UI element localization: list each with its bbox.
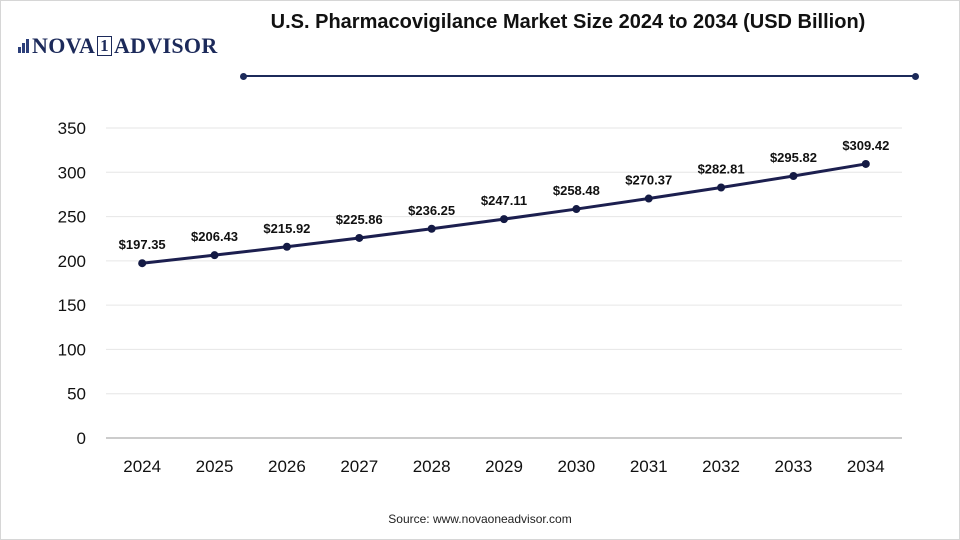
x-tick-label-2029: 2029 [485,457,523,476]
data-label-2028: $236.25 [408,203,455,218]
data-label-2029: $247.11 [481,193,527,208]
data-point-2025 [210,251,219,260]
x-tick-label-2030: 2030 [557,457,595,476]
y-tick-label-50: 50 [67,385,86,404]
y-tick-label-200: 200 [58,252,86,271]
title-underline [240,73,919,80]
logo-bars-icon [18,39,30,53]
data-point-2034 [861,159,870,168]
x-tick-label-2025: 2025 [196,457,234,476]
series-line-0 [140,162,868,265]
nova-advisor-logo: NOVA 1 ADVISOR [18,33,218,59]
data-label-2032: $282.81 [698,162,745,177]
data-point-2029 [500,215,508,224]
y-tick-label-0: 0 [77,429,86,448]
data-point-2033 [789,171,798,180]
data-point-2027 [355,233,364,242]
logo-text-one: 1 [97,36,112,56]
x-tick-label-2033: 2033 [775,457,813,476]
x-tick-label-2034: 2034 [847,457,885,476]
logo-text-right: ADVISOR [113,33,218,58]
y-tick-label-350: 350 [58,119,86,138]
logo-text-left: NOVA [32,33,96,58]
y-tick-label-250: 250 [58,208,86,227]
data-label-2026: $215.92 [263,221,310,236]
x-tick-label-2032: 2032 [702,457,740,476]
x-tick-label-2028: 2028 [413,457,451,476]
y-tick-label-100: 100 [58,340,86,359]
data-label-2027: $225.86 [336,212,383,227]
data-label-2031: $270.37 [625,173,672,188]
data-point-2030 [572,205,581,214]
data-label-2025: $206.43 [191,229,238,244]
title-underline-left-dot [240,73,247,80]
x-tick-label-2027: 2027 [340,457,378,476]
data-point-2026 [282,242,291,251]
x-tick-label-2031: 2031 [630,457,668,476]
data-label-2024: $197.35 [119,237,166,252]
title-underline-right-dot [912,73,919,80]
data-label-2033: $295.82 [770,150,817,165]
data-point-2031 [644,194,653,203]
y-tick-label-150: 150 [58,296,86,315]
x-tick-label-2024: 2024 [123,457,161,476]
data-point-2028 [427,224,436,233]
data-point-2024 [138,259,147,268]
x-tick-label-2026: 2026 [268,457,306,476]
data-label-2030: $258.48 [553,183,600,198]
y-tick-label-300: 300 [58,163,86,182]
data-label-2034: $309.42 [842,138,889,153]
data-point-2032 [717,183,726,192]
source-text: Source: www.novaoneadvisor.com [388,512,572,526]
chart-title: U.S. Pharmacovigilance Market Size 2024 … [270,11,866,33]
